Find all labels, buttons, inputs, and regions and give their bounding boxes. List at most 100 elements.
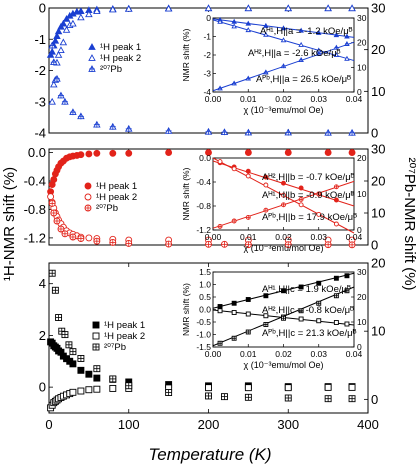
inset-x-axis-label: χ (10⁻³emu/mol Oe) [244, 105, 324, 115]
inset-data-point [245, 311, 251, 317]
data-point [85, 234, 93, 242]
inset-data-point [333, 221, 339, 227]
y-right-tick-label: 20 [371, 42, 385, 57]
legend-label: ¹H peak 1 [96, 181, 137, 192]
inset-y-right-tick-label: 30 [357, 13, 367, 23]
inset-data-point [245, 20, 252, 26]
y-left-tick-label: 0.0 [28, 145, 46, 160]
inset-y-right-tick-label: 30 [357, 267, 367, 277]
legend-marker [92, 332, 100, 340]
inset-y-left-tick-label: 1.0 [199, 280, 211, 290]
inset-data-point [333, 275, 339, 281]
inset-x-tick-label: 0.02 [275, 94, 292, 104]
legend-label: ²⁰⁷Pb [104, 342, 126, 353]
data-point [284, 384, 292, 392]
inset-data-point [316, 318, 322, 324]
inset-x-tick-label: 0.03 [310, 349, 327, 359]
inset-y-axis-label: NMR shift (%) [181, 167, 191, 220]
y-right-tick-label: 10 [371, 206, 385, 221]
y-left-tick-label: -4 [34, 126, 46, 141]
inset-data-point [281, 288, 286, 294]
inset-annotation: Aᴴ¹,H||a = -1.2 kOe/μᴮ [260, 26, 353, 37]
legend-marker [84, 193, 92, 201]
inset-x-tick-label: 0.03 [310, 232, 327, 242]
inset-annotation: Aᴴ²,H||a = -2.6 kOe/μᴮ [248, 48, 341, 59]
inset-y-left-tick-label: 0 [206, 13, 211, 23]
data-point [48, 97, 56, 105]
x-tick-label: 0 [45, 417, 52, 432]
inset-annotation: Aᴴ¹,H||c = 1.9 kOe/μᴮ [262, 284, 351, 295]
y-left-tick-label: 4 [39, 276, 46, 291]
inset-x-tick-label: 0.02 [275, 349, 292, 359]
inset-y-right-tick-label: 0 [357, 342, 362, 352]
data-point [77, 13, 85, 21]
data-point [77, 366, 85, 374]
y-axis-label-left: ¹H-NMR shift (%) [1, 167, 18, 281]
y-left-tick-label: -0.8 [24, 202, 46, 217]
data-point [284, 4, 293, 12]
inset-data-point [344, 273, 350, 279]
inset-y-left-tick-label: -4 [203, 87, 211, 97]
data-point [205, 149, 212, 157]
y-left-tick-label: -3 [34, 94, 46, 109]
data-point [57, 46, 65, 54]
legend-label: ¹H peak 1 [104, 320, 145, 331]
inset-annotation: Aᴾᵇ,H||a = 26.5 kOe/μᴮ [256, 74, 351, 85]
inset-y-left-tick-label: -1.5 [196, 342, 211, 352]
inset-annotation: Aᴾᵇ,H||c = 21.3 kOe/μᴮ [262, 328, 357, 339]
y-right-tick-label: 0 [371, 392, 378, 407]
data-point [85, 370, 93, 378]
inset-y-left-tick-label: 0.0 [199, 305, 211, 315]
inset-data-point [245, 173, 251, 179]
inset-data-point [245, 168, 251, 174]
inset-annotation: Aᴴ¹,H||b = -0.9 kOe/μᴮ [262, 190, 355, 201]
y-right-tick-label: 30 [371, 1, 385, 16]
inset-data-point [245, 297, 251, 302]
inset-middle: 0.00 0.01 0.02 0.03 0.04 0.0 -0.4 -0.8 -1.2 0 10 20… [181, 153, 367, 253]
y-left-tick-label: 0 [39, 1, 46, 16]
inset-x-tick-label: 0.00 [205, 94, 222, 104]
data-point [109, 149, 117, 157]
y-right-tick-label: 20 [371, 174, 385, 189]
data-point [69, 19, 77, 27]
legend-label: ¹H peak 2 [96, 192, 137, 203]
inset-data-point [298, 185, 304, 191]
inset-y-right-tick-label: 10 [357, 189, 367, 199]
data-point [85, 386, 93, 394]
inset-data-point [231, 300, 237, 306]
inset-x-tick-label: 0.04 [346, 232, 363, 242]
inset-data-point [281, 180, 286, 186]
inset-y-left-tick-label: -1 [203, 32, 211, 42]
y-right-tick-label: 30 [371, 142, 385, 157]
y-left-tick-label: -2 [34, 63, 46, 78]
y-right-tick-label: 0 [371, 238, 378, 253]
data-point [85, 10, 93, 18]
data-point [69, 388, 77, 396]
inset-x-axis-label: χ (10⁻³emu/mol Oe) [244, 360, 324, 370]
inset-y-left-tick-label: -1.0 [196, 330, 211, 340]
data-point [50, 80, 58, 88]
inset-data-point [344, 55, 350, 61]
inset-data-point [231, 310, 237, 315]
data-point [324, 149, 332, 157]
y-right-tick-label: 0 [371, 126, 378, 141]
y-left-tick-label: 0 [39, 380, 46, 395]
inset-y-axis-label: NMR shift (%) [181, 28, 191, 81]
legend-marker [88, 43, 96, 50]
data-point [54, 27, 63, 35]
inset-data-point [231, 18, 237, 24]
y-right-tick-label: 10 [371, 324, 385, 339]
data-point [69, 360, 77, 368]
inset-data-point [217, 308, 223, 314]
inset-y-left-tick-label: 0.0 [199, 153, 211, 163]
data-point [50, 176, 58, 184]
inset-x-tick-label: 0.04 [346, 94, 363, 104]
inset-y-right-tick-label: 0 [357, 87, 362, 97]
legend-label: ²⁰⁷Pb [96, 203, 118, 214]
inset-data-point [333, 32, 340, 38]
data-point [284, 149, 292, 157]
